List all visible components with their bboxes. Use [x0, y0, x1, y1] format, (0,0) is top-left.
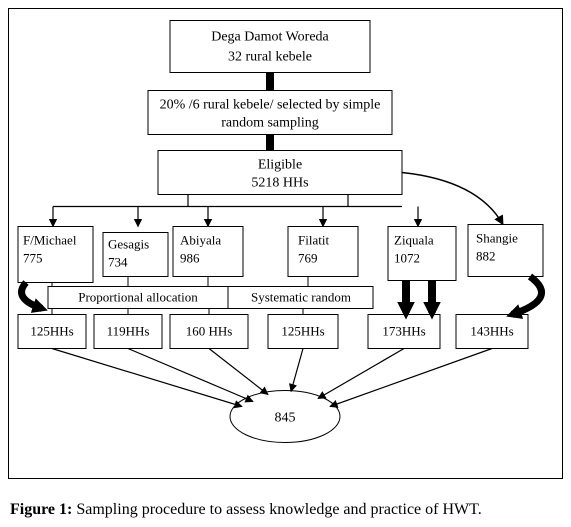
- kebele5-val: 1072: [394, 251, 420, 266]
- thick-arrow-shangie: [512, 277, 542, 315]
- hh1: 125HHs: [30, 324, 73, 339]
- kebele2-val: 734: [108, 255, 128, 270]
- kebele6-name: Shangie: [476, 231, 518, 246]
- caption-text: Sampling procedure to assess knowledge a…: [72, 501, 481, 518]
- proportional-label: Proportional allocation: [78, 290, 198, 305]
- flowchart-diagram: Dega Damot Woreda 32 rural kebele 20% /6…: [8, 8, 563, 479]
- hh3: 160 HHs: [186, 324, 233, 339]
- arrow-hh4-total: [291, 349, 303, 392]
- kebele1-name: F/Michael: [23, 233, 77, 248]
- caption-label: Figure 1:: [10, 501, 72, 518]
- kebele2-name: Gesagis: [108, 237, 149, 252]
- figure-caption: Figure 1: Sampling procedure to assess k…: [10, 499, 561, 521]
- kebele5-name: Ziquala: [394, 233, 434, 248]
- kebele4-val: 769: [298, 251, 318, 266]
- kebele1-val: 775: [23, 251, 43, 266]
- systematic-label: Systematic random: [251, 290, 351, 305]
- arrow-hh3-total: [209, 349, 268, 395]
- node-selection-line2: random sampling: [221, 116, 319, 131]
- arrow-hh5-total: [318, 349, 404, 399]
- kebele4-name: Filatit: [298, 233, 329, 248]
- hh4: 125HHs: [281, 324, 324, 339]
- node-eligible-line2: 5218 HHs: [251, 176, 308, 191]
- hh5: 173HHs: [382, 324, 425, 339]
- hh6: 143HHs: [470, 324, 513, 339]
- arrow-hh2-total: [128, 349, 253, 402]
- node-woreda-line1: Dega Damot Woreda: [211, 30, 329, 45]
- hh2: 119HHs: [107, 324, 150, 339]
- total-value: 845: [275, 411, 296, 426]
- arrow-eligible-shangie: [402, 173, 503, 225]
- node-woreda: [170, 21, 370, 73]
- node-selection-line1: 20% /6 rural kebele/ selected by simple: [160, 98, 381, 113]
- node-eligible-line1: Eligible: [258, 158, 302, 173]
- kebele6-val: 882: [476, 249, 496, 264]
- kebele3-val: 986: [180, 251, 200, 266]
- node-woreda-line2: 32 rural kebele: [228, 50, 312, 65]
- kebele3-name: Abiyala: [180, 233, 221, 248]
- thick-arrow-fmichael: [22, 283, 42, 309]
